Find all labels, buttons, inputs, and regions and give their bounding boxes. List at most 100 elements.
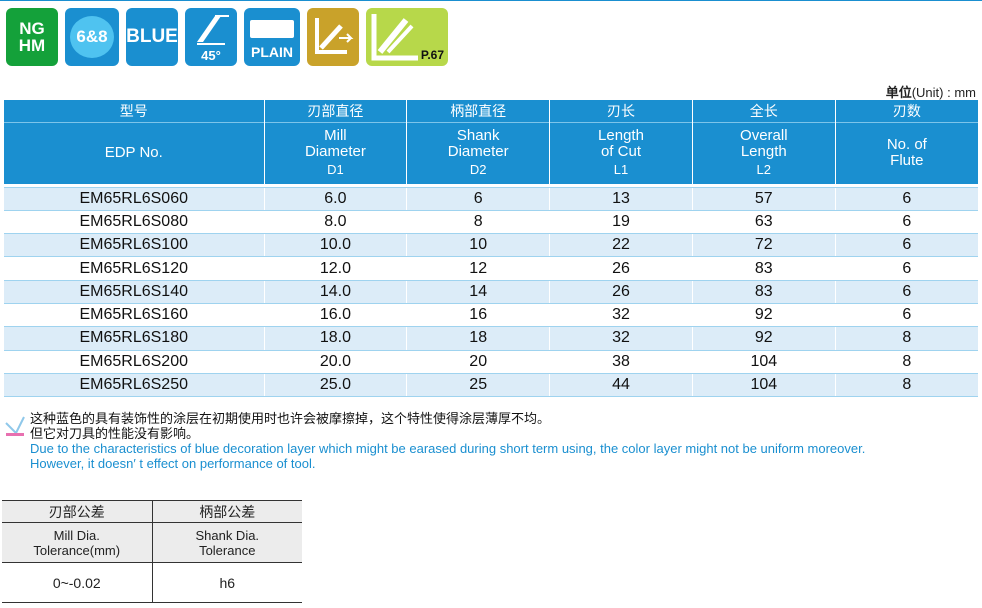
shank-dia-cell: 25: [406, 373, 550, 398]
helix-icon: [197, 15, 229, 45]
loc-cell: 22: [549, 233, 693, 258]
coating-note: 这种蓝色的具有装饰性的涂层在初期使用时也许会被摩擦掉，这个特性使得涂层薄厚不均。…: [4, 411, 865, 471]
mill-dia-cell: 18.0: [263, 326, 407, 351]
mill-dia-cell: 6.0: [263, 187, 407, 211]
oal-cell: 72: [691, 233, 836, 258]
flute-count-badge: 6&8: [65, 8, 119, 66]
flute-cell: 6: [834, 280, 978, 304]
note-cn-line1: 这种蓝色的具有装饰性的涂层在初期使用时也许会被摩擦掉，这个特性使得涂层薄厚不均。: [30, 411, 551, 426]
tol-value-mill: 0~-0.02: [2, 562, 152, 603]
header-en-edp: EDP No.: [4, 121, 264, 184]
header-en-text: Overall: [740, 127, 788, 145]
table-row: EM65RL6S120 12.0 12 26 83 6: [4, 256, 978, 281]
flute-cell: 6: [834, 233, 978, 258]
oal-cell: 92: [691, 303, 836, 328]
flute-cell: 8: [834, 326, 978, 351]
flute-cell: 8: [834, 373, 978, 398]
table-row: EM65RL6S080 8.0 8 19 63 6: [4, 210, 978, 235]
edp-cell: EM65RL6S160: [4, 303, 264, 328]
header-en-symbol: D2: [469, 162, 487, 178]
shank-dia-cell: 6: [406, 187, 550, 211]
tol-value-shank: h6: [151, 562, 302, 603]
tol-header-text: Tolerance(mm): [33, 542, 121, 558]
top-rule: [0, 0, 982, 1]
header-cn-shank-dia: 柄部直径: [406, 100, 550, 122]
tilt-badge: [307, 8, 359, 66]
flute-cell: 6: [834, 256, 978, 281]
tol-header-text: Shank Dia.: [195, 527, 260, 543]
header-en-loc: Length of Cut L1: [549, 121, 693, 184]
shank-dia-cell: 8: [406, 210, 550, 235]
header-en-symbol: L1: [613, 162, 629, 178]
header-en-text: Length: [598, 127, 644, 145]
nghm-line2: HM: [18, 36, 46, 55]
table-row: EM65RL6S160 16.0 16 32 92 6: [4, 303, 978, 328]
header-row-en: EDP No. Mill Diameter D1 Shank Diameter D2 L…: [4, 121, 978, 184]
edp-cell: EM65RL6S200: [4, 350, 264, 374]
tol-header-en-mill: Mill Dia. Tolerance(mm): [2, 522, 152, 563]
header-en-edp-text: EDP No.: [104, 144, 163, 162]
header-en-mill-dia: Mill Diameter D1: [263, 121, 407, 184]
mill-dia-cell: 16.0: [263, 303, 407, 328]
coating-badge: BLUE: [126, 8, 178, 66]
oal-cell: 92: [691, 326, 836, 351]
mill-dia-cell: 14.0: [263, 280, 407, 304]
page-ref-label: P.67: [420, 48, 444, 62]
mill-dia-cell: 10.0: [263, 233, 407, 258]
loc-cell: 26: [549, 256, 693, 281]
coating-label: BLUE: [126, 26, 178, 47]
loc-cell: 38: [549, 350, 693, 374]
header-cn-edp: 型号: [4, 100, 264, 122]
shank-dia-cell: 12: [406, 256, 550, 281]
loc-cell: 32: [549, 326, 693, 351]
shank-type-label: PLAIN: [251, 44, 293, 60]
oal-cell: 83: [691, 280, 836, 304]
tol-header-text: Tolerance: [199, 542, 256, 558]
table-row: EM65RL6S200 20.0 20 38 104 8: [4, 350, 978, 374]
shank-dia-cell: 16: [406, 303, 550, 328]
tolerance-table: 刃部公差 柄部公差 Mill Dia. Tolerance(mm) Shank D…: [2, 500, 302, 603]
header-gap: [4, 184, 978, 188]
nghm-line1: NG: [19, 19, 45, 38]
oal-cell: 83: [691, 256, 836, 281]
shank-dia-cell: 14: [406, 280, 550, 304]
header-cn-loc: 刃长: [549, 100, 693, 122]
oal-cell: 104: [691, 350, 836, 374]
header-row-cn: 型号 刃部直径 柄部直径 刃长 全长 刃数: [4, 100, 978, 122]
note-en-line1: Due to the characteristics of blue decor…: [30, 441, 866, 456]
loc-cell: 32: [549, 303, 693, 328]
shank-dia-cell: 20: [406, 350, 550, 374]
helix-angle-badge: 45°: [185, 8, 237, 66]
note-en-line2: However, it doesn′ t effect on performan…: [30, 456, 316, 471]
oal-cell: 57: [691, 187, 836, 211]
table-row: EM65RL6S180 18.0 18 32 92 8: [4, 326, 978, 351]
edp-cell: EM65RL6S250: [4, 373, 264, 398]
mill-dia-cell: 12.0: [263, 256, 407, 281]
nghm-badge: NG HM: [6, 8, 58, 66]
header-en-text: Length: [740, 143, 787, 161]
tolerance-values: 0~-0.02 h6: [2, 562, 302, 603]
oal-cell: 104: [691, 373, 836, 398]
header-en-flute: No. of Flute: [834, 121, 978, 184]
unit-label-en: (Unit) : mm: [911, 85, 976, 100]
edp-cell: EM65RL6S180: [4, 326, 264, 351]
edp-cell: EM65RL6S100: [4, 233, 264, 258]
header-cn-flute: 刃数: [834, 100, 978, 122]
flute-cell: 6: [834, 187, 978, 211]
tol-header-cn-shank: 柄部公差: [151, 500, 302, 523]
tilt-icon: [315, 18, 354, 54]
tol-header-cn-mill: 刃部公差: [2, 500, 152, 523]
table-row: EM65RL6S250 25.0 25 44 104 8: [4, 373, 978, 398]
flute-cell: 6: [834, 303, 978, 328]
shank-dia-cell: 10: [406, 233, 550, 258]
oal-cell: 63: [691, 210, 836, 235]
table-row: EM65RL6S100 10.0 10 22 72 6: [4, 233, 978, 258]
header-en-text: Mill: [324, 127, 347, 145]
mill-dia-cell: 25.0: [263, 373, 407, 398]
loc-cell: 44: [549, 373, 693, 398]
flute-count-label: 6&8: [76, 27, 108, 46]
header-en-symbol: L2: [756, 162, 772, 178]
header-en-text: Shank: [456, 127, 500, 145]
header-en-text: Diameter: [447, 143, 509, 161]
header-en-text: No. of: [886, 136, 927, 154]
